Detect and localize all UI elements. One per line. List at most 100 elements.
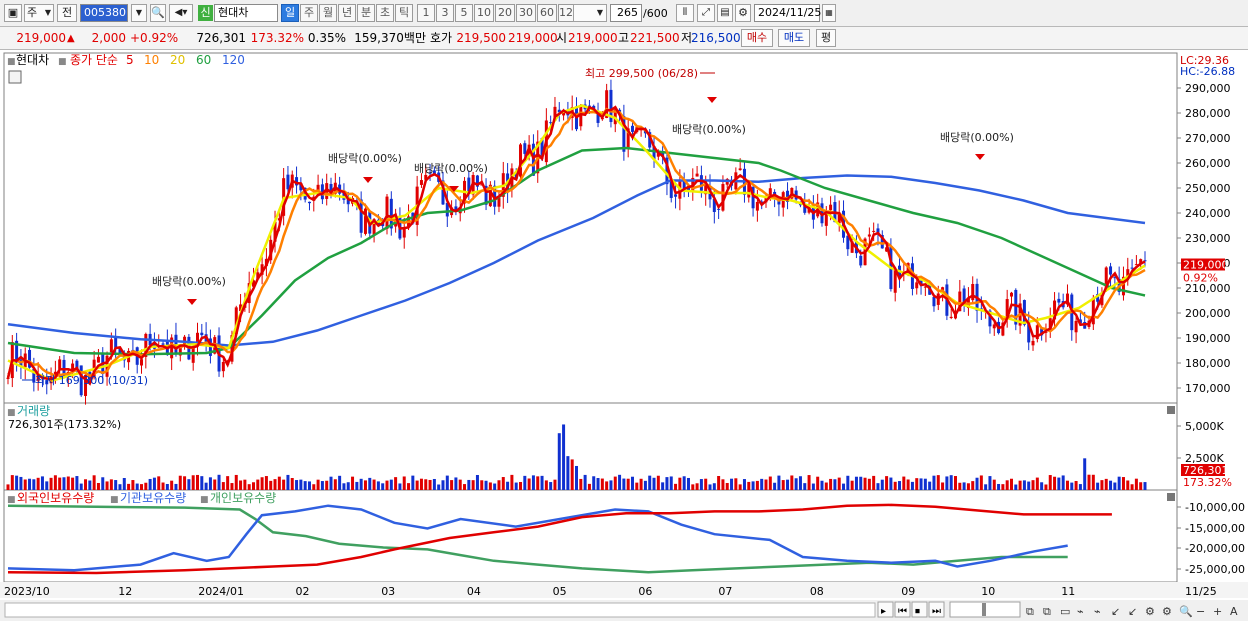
volume-bar: [536, 476, 540, 490]
candle-body: [712, 198, 716, 213]
interval-custom-input[interactable]: ▼: [573, 4, 607, 22]
volume-bar: [312, 484, 316, 490]
count-input[interactable]: 265: [610, 4, 642, 22]
volume-bar: [833, 479, 837, 490]
stock-name-field[interactable]: 현대차: [214, 4, 278, 22]
candle-body: [923, 286, 927, 288]
candle-body: [174, 334, 178, 354]
candle-body: [549, 122, 553, 124]
candle-body: [488, 184, 492, 207]
candle-body: [979, 308, 983, 310]
tab-period-0[interactable]: 일: [281, 4, 299, 22]
chevron-down-icon[interactable]: ▼: [131, 4, 147, 22]
volume-bar: [1091, 474, 1095, 490]
volume-bar: [118, 484, 122, 490]
candle-body: [484, 185, 488, 205]
volume-bar: [669, 476, 673, 490]
price-tick-label: 270,000: [1185, 132, 1231, 145]
candle-body: [1031, 340, 1035, 346]
volume-bar: [428, 479, 432, 490]
stock-type-select[interactable]: 주 ▼: [24, 4, 54, 22]
low-price: 216,500: [691, 31, 741, 45]
candle-body: [630, 125, 634, 132]
volume-bar: [1009, 478, 1013, 490]
candle-body: [885, 247, 889, 252]
candle-body: [803, 205, 807, 213]
volume-bar: [872, 475, 876, 490]
candle-body: [144, 333, 148, 357]
date-input[interactable]: 2024/11/25: [754, 4, 821, 22]
volume-bar: [84, 479, 88, 490]
price: 219,000: [16, 31, 66, 45]
volume-bar: [635, 482, 639, 490]
candle-body: [919, 280, 923, 284]
tab-period-6[interactable]: 틱: [395, 4, 413, 22]
volume-bar: [949, 475, 953, 490]
draw-tool-icon[interactable]: ⤢: [697, 4, 715, 22]
tool-icon-12: A: [1230, 605, 1238, 618]
volume-bar: [277, 476, 281, 490]
legend-icon: ■: [7, 57, 16, 67]
interval-button-6[interactable]: 60: [537, 4, 557, 22]
candle-body: [256, 272, 260, 280]
interval-button-1[interactable]: 3: [436, 4, 454, 22]
code-input[interactable]: 005380: [80, 4, 128, 22]
interval-button-3[interactable]: 10: [474, 4, 494, 22]
tab-period-4[interactable]: 분: [357, 4, 375, 22]
volume-bar: [66, 476, 70, 490]
volume-bar: [971, 481, 975, 490]
interval-button-4[interactable]: 20: [495, 4, 515, 22]
interval-button-0[interactable]: 1: [417, 4, 435, 22]
volume-bar: [798, 476, 802, 490]
playback-icon: ⏹: [915, 606, 920, 617]
tab-period-3[interactable]: 년: [338, 4, 356, 22]
candle-body: [419, 180, 423, 185]
eval-button[interactable]: 평: [816, 29, 836, 47]
volume-bar: [708, 484, 712, 490]
tab-period-5[interactable]: 초: [376, 4, 394, 22]
tab-period-2[interactable]: 월: [319, 4, 337, 22]
volume-bar: [579, 478, 583, 490]
volume-bar: [1018, 480, 1022, 490]
prev-button[interactable]: 전: [57, 4, 77, 22]
window-menu-icon[interactable]: ▣: [4, 4, 22, 22]
volume-bar: [407, 483, 411, 490]
interval-button-5[interactable]: 30: [516, 4, 536, 22]
volume-bar: [303, 481, 307, 490]
gear-icon[interactable]: ⚙: [735, 4, 751, 22]
low-label: 저: [681, 31, 693, 45]
tab-period-1[interactable]: 주: [300, 4, 318, 22]
interval-button-2[interactable]: 5: [455, 4, 473, 22]
volume-bar: [893, 481, 897, 490]
sell-button[interactable]: 매도: [778, 29, 810, 47]
dividend-label: 배당락(0.00%): [940, 131, 1014, 144]
candle-body: [751, 187, 755, 209]
legend-icon: ■: [58, 57, 67, 67]
candle-body: [325, 183, 329, 199]
volume-bar: [721, 479, 725, 490]
volume-bar: [885, 476, 889, 490]
candle-body: [609, 89, 613, 123]
candle-type-icon[interactable]: ⫴: [676, 4, 694, 22]
candle-body: [424, 174, 428, 180]
candle-body: [1113, 277, 1117, 279]
institution-holding-line: [7, 504, 1068, 572]
candle-body: [58, 359, 62, 369]
volume-bar: [863, 477, 867, 490]
search-icon[interactable]: 🔍: [150, 4, 166, 22]
holding-legend-1: 기관보유수량: [120, 491, 186, 505]
candle-body: [949, 316, 953, 318]
buy-button[interactable]: 매수: [741, 29, 773, 47]
volume-bar: [234, 474, 238, 490]
volume-bar: [320, 481, 324, 490]
calendar-icon[interactable]: ▦: [822, 4, 836, 22]
volume-bars: [6, 424, 1147, 490]
current-pct-label: 0.92%: [1183, 272, 1218, 285]
volume-bar: [497, 480, 501, 490]
volume-bar: [742, 479, 746, 490]
speaker-icon[interactable]: ◀▾: [169, 4, 193, 22]
volume-bar: [402, 476, 406, 490]
save-icon[interactable]: ▤: [717, 4, 733, 22]
volume-bar: [445, 475, 449, 490]
candle-body: [1104, 267, 1108, 290]
